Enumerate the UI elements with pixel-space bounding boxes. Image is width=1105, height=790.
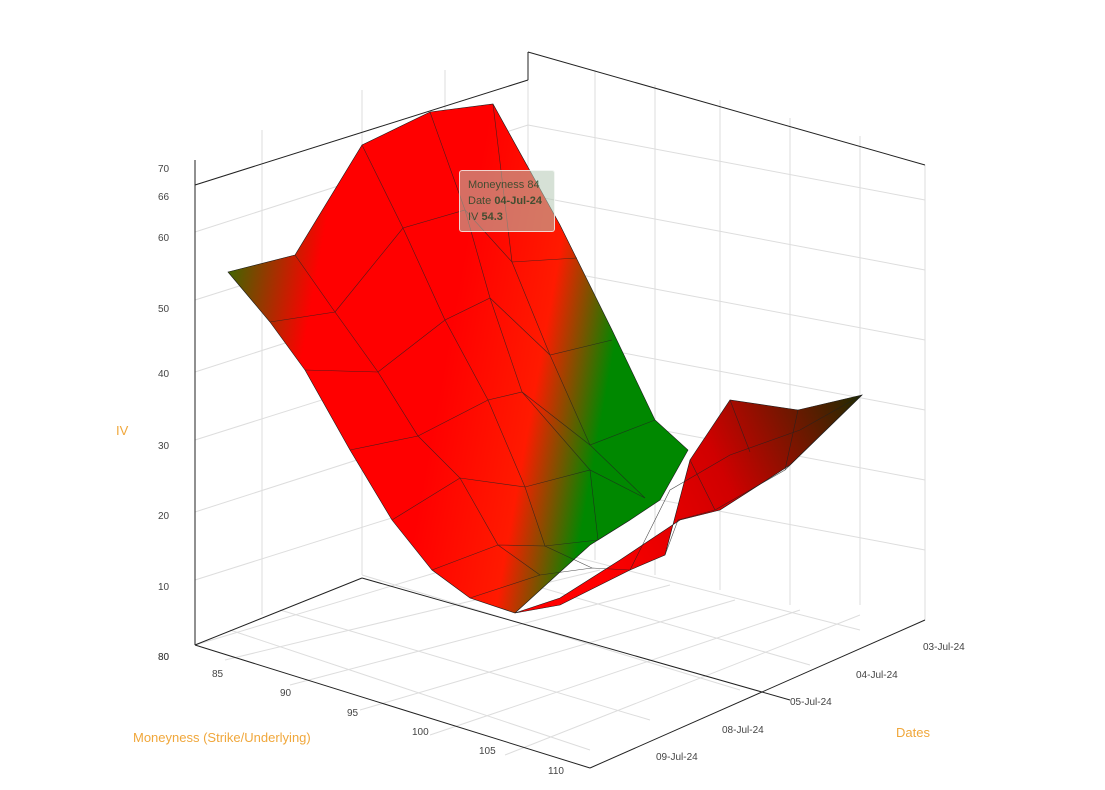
surface-wing — [514, 394, 863, 614]
x-tick-label: 105 — [479, 746, 496, 757]
iv-surface — [227, 103, 863, 614]
y-axis-title: Dates — [896, 725, 930, 740]
z-axis-ticks: 10 20 30 40 50 60 66 70 80 80 — [158, 164, 170, 663]
x-tick-label: 85 — [212, 669, 224, 680]
y-tick-label: 08-Jul-24 — [722, 725, 764, 736]
z-tick-label: 30 — [158, 441, 170, 452]
x-axis-title: Moneyness (Strike/Underlying) — [133, 730, 311, 745]
y-axis-ticks: 03-Jul-24 04-Jul-24 05-Jul-24 08-Jul-24 … — [656, 642, 965, 763]
tooltip-moneyness-label: Moneyness — [468, 179, 525, 191]
y-tick-label: 03-Jul-24 — [923, 642, 965, 653]
surface-mesh — [269, 103, 863, 599]
tooltip-moneyness-value: 84 — [527, 179, 540, 191]
x-tick-label: 100 — [412, 727, 429, 738]
z-tick-label: 50 — [158, 304, 170, 315]
tooltip-date: Date 04-Jul-24 — [468, 193, 546, 209]
z-tick-label: 20 — [158, 511, 170, 522]
x-tick-label: 110 — [548, 766, 564, 777]
hover-tooltip: Moneyness 84 Date 04-Jul-24 IV 54.3 — [459, 170, 555, 232]
x-axis-ticks: 85 90 95 100 105 110 — [212, 669, 564, 777]
y-tick-label: 09-Jul-24 — [656, 752, 698, 763]
tooltip-iv: IV 54.3 — [468, 209, 546, 225]
tooltip-date-label: Date — [468, 195, 492, 207]
tooltip-date-value: 04-Jul-24 — [494, 195, 543, 207]
y-tick-label: 05-Jul-24 — [790, 697, 832, 708]
z-tick-label: 10 — [158, 582, 170, 593]
z-zero-label: 80 — [158, 652, 170, 663]
z-tick-label: 40 — [158, 369, 170, 380]
surface-main — [227, 103, 689, 614]
z-tick-label: 60 — [158, 233, 170, 244]
tooltip-moneyness: Moneyness 84 — [468, 177, 546, 193]
z-axis-title: IV — [116, 423, 129, 438]
z-tick-label: 66 — [158, 192, 170, 203]
z-zero-label: 80 — [158, 652, 170, 663]
tooltip-iv-label: IV — [468, 211, 479, 223]
axes — [194, 51, 926, 769]
x-tick-label: 90 — [280, 688, 292, 699]
z-tick-label: 70 — [158, 164, 170, 175]
x-tick-label: 95 — [347, 708, 359, 719]
y-tick-label: 04-Jul-24 — [856, 670, 898, 681]
tooltip-iv-value: 54.3 — [481, 211, 503, 223]
